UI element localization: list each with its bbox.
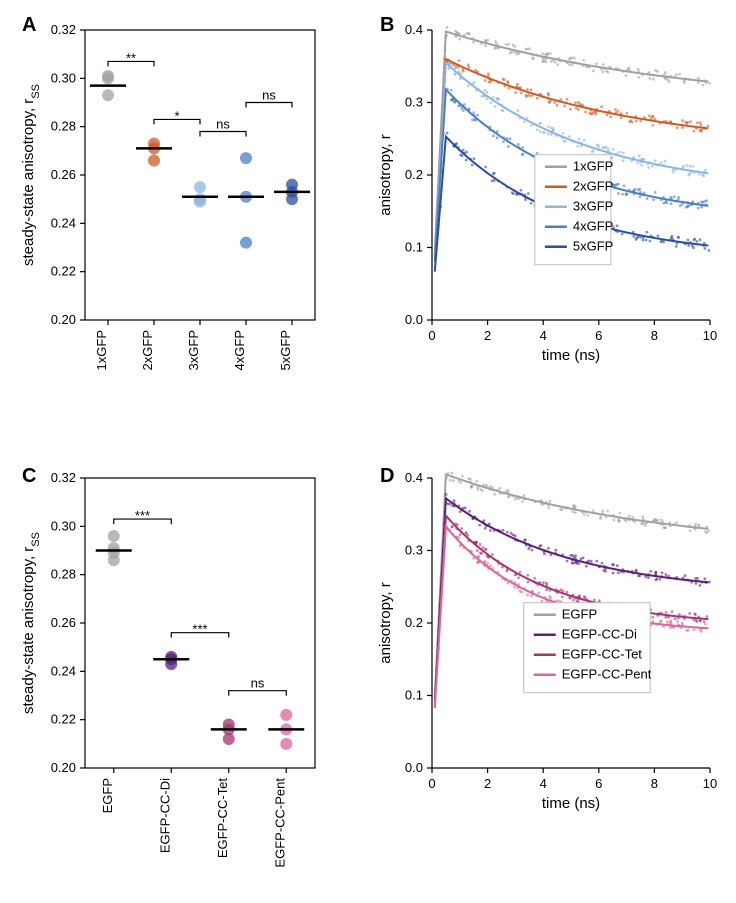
svg-text:anisotropy, r: anisotropy, r: [377, 134, 394, 215]
figure: A B C D 0.200.220.240.260.280.300.321xGF…: [0, 0, 736, 896]
svg-text:EGFP-CC-Di: EGFP-CC-Di: [157, 778, 172, 853]
svg-text:ns: ns: [262, 88, 276, 103]
svg-text:2: 2: [484, 328, 491, 343]
svg-text:0.30: 0.30: [51, 70, 76, 85]
svg-text:4: 4: [540, 776, 547, 791]
svg-text:0.0: 0.0: [405, 312, 423, 327]
svg-text:4xGFP: 4xGFP: [573, 219, 613, 234]
svg-text:5xGFP: 5xGFP: [573, 239, 613, 254]
svg-text:4: 4: [540, 328, 547, 343]
svg-text:0.22: 0.22: [51, 264, 76, 279]
panel-c-chart: 0.200.220.240.260.280.300.32EGFPEGFP-CC-…: [85, 478, 315, 898]
svg-text:***: ***: [135, 508, 150, 523]
svg-text:6: 6: [595, 328, 602, 343]
svg-text:EGFP-CC-Tet: EGFP-CC-Tet: [215, 778, 230, 859]
svg-text:*: *: [174, 108, 179, 123]
svg-text:ns: ns: [251, 676, 265, 691]
panel-a-chart: 0.200.220.240.260.280.300.321xGFP2xGFP3x…: [85, 30, 315, 450]
svg-text:EGFP-CC-Pent: EGFP-CC-Pent: [562, 667, 652, 682]
svg-text:0.32: 0.32: [51, 470, 76, 485]
svg-text:0.3: 0.3: [405, 543, 423, 558]
svg-text:time (ns): time (ns): [542, 347, 600, 364]
svg-text:0.20: 0.20: [51, 312, 76, 327]
svg-text:0.20: 0.20: [51, 760, 76, 775]
svg-text:10: 10: [703, 776, 717, 791]
svg-text:EGFP-CC-Di: EGFP-CC-Di: [562, 627, 637, 642]
svg-text:ns: ns: [216, 117, 230, 132]
panel-label-d: D: [380, 465, 394, 488]
svg-text:0: 0: [428, 776, 435, 791]
svg-text:0.1: 0.1: [405, 240, 423, 255]
panel-b-chart: 02468100.00.10.20.30.4time (ns)anisotrop…: [432, 30, 710, 450]
svg-text:***: ***: [192, 622, 207, 637]
svg-text:time (ns): time (ns): [542, 795, 600, 812]
svg-text:0.3: 0.3: [405, 95, 423, 110]
svg-text:2xGFP: 2xGFP: [573, 179, 613, 194]
svg-text:0.2: 0.2: [405, 615, 423, 630]
svg-text:2: 2: [484, 776, 491, 791]
svg-text:0.30: 0.30: [51, 518, 76, 533]
svg-text:0.4: 0.4: [405, 470, 423, 485]
svg-text:8: 8: [651, 776, 658, 791]
svg-text:5xGFP: 5xGFP: [278, 330, 293, 370]
svg-text:0: 0: [428, 328, 435, 343]
svg-text:0.24: 0.24: [51, 215, 76, 230]
svg-text:0.24: 0.24: [51, 663, 76, 678]
svg-text:EGFP: EGFP: [100, 778, 115, 813]
svg-text:0.26: 0.26: [51, 615, 76, 630]
svg-text:1xGFP: 1xGFP: [94, 330, 109, 370]
svg-text:0.22: 0.22: [51, 712, 76, 727]
svg-text:0.28: 0.28: [51, 119, 76, 134]
panel-label-b: B: [380, 14, 394, 37]
svg-text:0.2: 0.2: [405, 167, 423, 182]
panel-label-c: C: [22, 465, 36, 488]
svg-text:steady-state anisotropy, rSS: steady-state anisotropy, rSS: [20, 532, 42, 714]
svg-text:2xGFP: 2xGFP: [140, 330, 155, 370]
svg-text:3xGFP: 3xGFP: [186, 330, 201, 370]
svg-text:0.1: 0.1: [405, 688, 423, 703]
svg-text:EGFP-CC-Tet: EGFP-CC-Tet: [562, 647, 643, 662]
panel-label-a: A: [22, 14, 36, 37]
svg-text:0.0: 0.0: [405, 760, 423, 775]
svg-text:EGFP: EGFP: [562, 607, 597, 622]
svg-text:steady-state anisotropy, rSS: steady-state anisotropy, rSS: [20, 84, 42, 266]
svg-text:**: **: [126, 50, 136, 65]
svg-text:EGFP-CC-Pent: EGFP-CC-Pent: [272, 778, 287, 868]
svg-text:10: 10: [703, 328, 717, 343]
svg-text:1xGFP: 1xGFP: [573, 159, 613, 174]
panel-d-chart: 02468100.00.10.20.30.4time (ns)anisotrop…: [432, 478, 710, 898]
svg-text:anisotropy, r: anisotropy, r: [377, 582, 394, 663]
svg-text:0.4: 0.4: [405, 22, 423, 37]
svg-text:0.32: 0.32: [51, 22, 76, 37]
svg-text:3xGFP: 3xGFP: [573, 199, 613, 214]
svg-text:4xGFP: 4xGFP: [232, 330, 247, 370]
svg-text:8: 8: [651, 328, 658, 343]
svg-text:0.26: 0.26: [51, 167, 76, 182]
svg-text:0.28: 0.28: [51, 567, 76, 582]
svg-text:6: 6: [595, 776, 602, 791]
